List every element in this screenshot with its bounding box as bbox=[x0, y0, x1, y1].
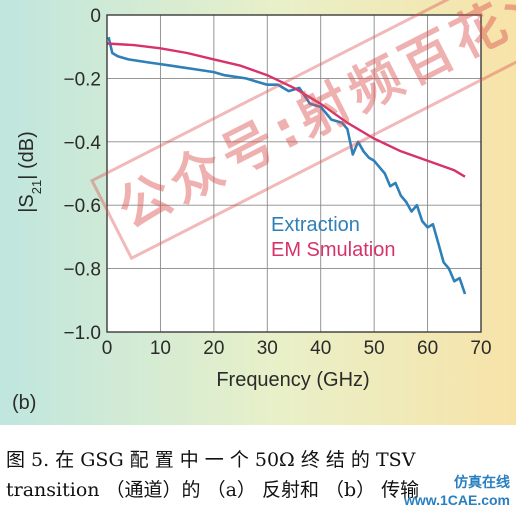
plot-area bbox=[107, 15, 481, 332]
y-tick-labels: 0 −0.2 −0.4 −0.6 −0.8 −1.0 bbox=[63, 6, 101, 344]
y-tick-label: −1.0 bbox=[63, 323, 101, 344]
caption-line-1: 图 5. 在 GSG 配 置 中 一 个 50Ω 终 结 的 TSV bbox=[6, 449, 416, 471]
y-tick-label: −0.8 bbox=[63, 260, 101, 281]
y-tick-label: −0.4 bbox=[63, 133, 101, 154]
x-tick-label: 50 bbox=[364, 338, 385, 359]
x-tick-label: 30 bbox=[257, 338, 278, 359]
series-line-em-simulation bbox=[106, 42, 466, 178]
caption-line-2: transition （通道）的 （a） 反射和 （b） 传输 bbox=[6, 479, 420, 501]
y-axis-title: |S21| (dB) bbox=[16, 131, 44, 213]
x-tick-labels: 0 10 20 30 40 50 60 70 bbox=[102, 338, 492, 359]
legend-em-simulation: EM Smulation bbox=[271, 239, 396, 261]
x-tick-label: 70 bbox=[470, 338, 491, 359]
legend-extraction: Extraction bbox=[271, 214, 360, 236]
figure-caption: 图 5. 在 GSG 配 置 中 一 个 50Ω 终 结 的 TSV trans… bbox=[6, 445, 512, 505]
y-tick-label: 0 bbox=[90, 6, 101, 27]
series-line-extraction bbox=[107, 36, 467, 295]
x-axis-title: Frequency (GHz) bbox=[216, 369, 369, 391]
site-watermark-badge: 仿真在线 www.1CAE.com bbox=[404, 472, 510, 508]
x-tick-label: 0 bbox=[102, 338, 113, 359]
site-watermark-en: www.1CAE.com bbox=[403, 492, 510, 508]
x-tick-label: 10 bbox=[150, 338, 171, 359]
y-tick-label: −0.6 bbox=[63, 196, 101, 217]
figure-panel: 0 10 20 30 40 50 60 70 0 −0.2 −0.4 −0.6 −0.8 −1.0 Fr… bbox=[0, 0, 516, 425]
chart: 0 10 20 30 40 50 60 70 0 −0.2 −0.4 −0.6 −0.8 −1.0 Fr… bbox=[0, 0, 516, 425]
series-layer bbox=[106, 36, 467, 295]
panel-label: (b) bbox=[12, 392, 36, 414]
x-tick-label: 20 bbox=[203, 338, 224, 359]
site-watermark-cn: 仿真在线 bbox=[454, 475, 510, 491]
x-tick-label: 60 bbox=[417, 338, 438, 359]
plot-frame bbox=[106, 14, 482, 333]
x-tick-label: 40 bbox=[310, 338, 331, 359]
y-tick-label: −0.2 bbox=[63, 69, 101, 90]
